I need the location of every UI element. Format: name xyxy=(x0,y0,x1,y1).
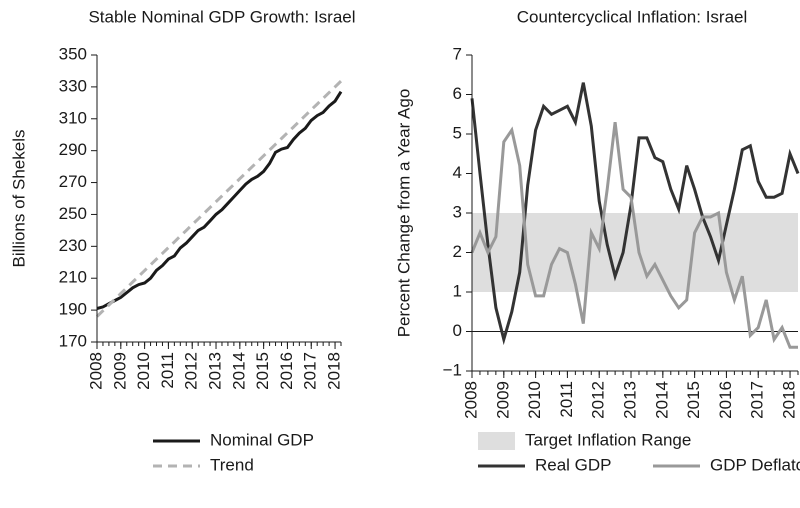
y-tick-label: 1 xyxy=(453,281,462,300)
legend-label: Target Inflation Range xyxy=(525,430,691,449)
x-tick-label: 2015 xyxy=(684,381,703,419)
x-tick-label: 2011 xyxy=(158,352,177,389)
legend-swatch xyxy=(478,432,515,450)
y-tick-label: −1 xyxy=(443,360,462,379)
x-tick-label: 2016 xyxy=(277,352,296,390)
y-tick-label: 190 xyxy=(59,300,87,319)
x-tick-label: 2009 xyxy=(493,381,512,419)
series-line xyxy=(95,80,343,318)
x-tick-label: 2017 xyxy=(301,352,320,390)
x-tick-label: 2014 xyxy=(652,381,671,419)
y-tick-label: 210 xyxy=(59,268,87,287)
chart-title: Stable Nominal GDP Growth: Israel xyxy=(88,7,355,26)
x-tick-label: 2008 xyxy=(86,352,105,390)
x-tick-label: 2013 xyxy=(206,352,225,390)
x-tick-label: 2018 xyxy=(780,381,799,419)
y-tick-label: 250 xyxy=(59,204,87,223)
y-tick-label: 230 xyxy=(59,236,87,255)
x-tick-label: 2017 xyxy=(748,381,767,419)
series-line xyxy=(470,122,798,349)
x-tick-label: 2011 xyxy=(557,381,576,418)
y-tick-label: 350 xyxy=(59,44,87,63)
y-tick-label: 4 xyxy=(453,163,462,182)
legend-label: Real GDP xyxy=(535,455,612,474)
y-tick-label: 270 xyxy=(59,172,87,191)
legend-label: Trend xyxy=(210,455,254,474)
series-line xyxy=(96,90,343,310)
y-tick-label: 290 xyxy=(59,140,87,159)
y-tick-label: 170 xyxy=(59,331,87,350)
y-tick-label: 7 xyxy=(453,44,462,63)
y-tick-label: 330 xyxy=(59,76,87,95)
y-tick-label: 0 xyxy=(453,321,462,340)
x-tick-label: 2012 xyxy=(589,381,608,419)
x-tick-label: 2015 xyxy=(253,352,272,390)
chart-title: Countercyclical Inflation: Israel xyxy=(517,7,748,26)
y-axis-label: Billions of Shekels xyxy=(9,130,28,268)
x-tick-label: 2016 xyxy=(716,381,735,419)
y-tick-label: 5 xyxy=(453,123,462,142)
x-tick-label: 2009 xyxy=(110,352,129,390)
x-tick-label: 2012 xyxy=(182,352,201,390)
series-line xyxy=(470,82,800,346)
legend-label: Nominal GDP xyxy=(210,430,314,449)
x-tick-label: 2018 xyxy=(325,352,344,390)
legend-label: GDP Deflator xyxy=(710,455,800,474)
x-tick-label: 2014 xyxy=(229,352,248,390)
y-axis-label: Percent Change from a Year Ago xyxy=(394,89,413,338)
x-tick-label: 2010 xyxy=(134,352,153,390)
y-tick-label: 6 xyxy=(453,84,462,103)
x-tick-label: 2013 xyxy=(621,381,640,419)
y-tick-label: 2 xyxy=(453,242,462,261)
y-tick-label: 3 xyxy=(453,202,462,221)
x-tick-label: 2010 xyxy=(525,381,544,419)
y-tick-label: 310 xyxy=(59,108,87,127)
x-tick-label: 2008 xyxy=(461,381,480,419)
